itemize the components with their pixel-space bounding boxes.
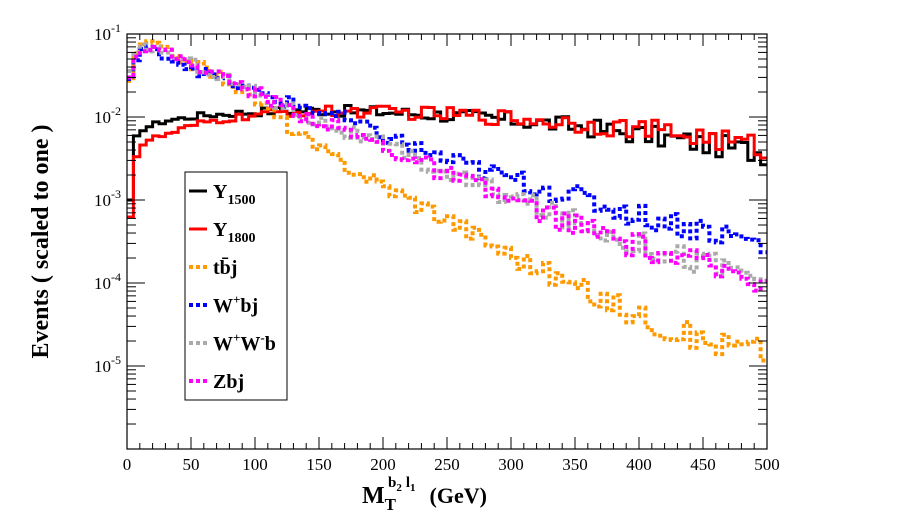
series-line-2 (127, 39, 767, 363)
x-tick-label: 50 (183, 455, 200, 474)
series-line-1 (127, 104, 767, 219)
y-axis-title: Events ( scaled to one ) (28, 125, 54, 359)
y-tick-label: 10-1 (94, 21, 121, 44)
x-tick-label: 200 (370, 455, 396, 474)
x-tick-label: 500 (754, 455, 780, 474)
x-title-sup1-sub: 2 (396, 482, 402, 494)
x-title-sub: T (385, 495, 397, 514)
y-tick-label: 10-4 (94, 270, 121, 293)
legend: Y1500 Y1800 tb̄j W+bj W+W-b Zbj (184, 171, 288, 401)
legend-label: Y1500 (213, 181, 255, 208)
x-tick-label: 100 (242, 455, 268, 474)
x-tick-label: 350 (562, 455, 588, 474)
y-tick-label: 10-5 (94, 353, 121, 376)
y-axis: 10-1 10-2 10-3 10-4 10-5 (94, 21, 767, 425)
x-axis-title: MTb2 l1 (GeV) (362, 475, 487, 514)
x-title-main: M (362, 483, 385, 509)
x-title-sup2-sub: 1 (410, 482, 416, 494)
series-layer (127, 39, 767, 363)
x-tick-label: 300 (498, 455, 524, 474)
series-line-3 (127, 44, 767, 255)
legend-label: Y1800 (213, 219, 255, 246)
x-tick-label: 250 (434, 455, 460, 474)
x-title-units: (GeV) (430, 483, 487, 508)
x-tick-label: 400 (626, 455, 652, 474)
x-title-sup2: l (406, 475, 410, 491)
x-title-sup1: b (388, 475, 396, 491)
x-tick-label: 450 (690, 455, 716, 474)
x-tick-label: 150 (306, 455, 332, 474)
series-line-5 (127, 45, 767, 293)
x-tick-label: 0 (123, 455, 132, 474)
legend-label: Zbj (213, 371, 244, 393)
legend-label: W+W-b (213, 330, 276, 355)
x-axis: 0 50 100 150 200 250 300 350 400 450 500 (123, 34, 780, 474)
y-tick-label: 10-2 (94, 104, 121, 127)
legend-box (184, 171, 288, 401)
y-tick-label: 10-3 (94, 187, 121, 210)
legend-label: W+bj (213, 292, 258, 317)
legend-label: tb̄j (213, 256, 237, 279)
